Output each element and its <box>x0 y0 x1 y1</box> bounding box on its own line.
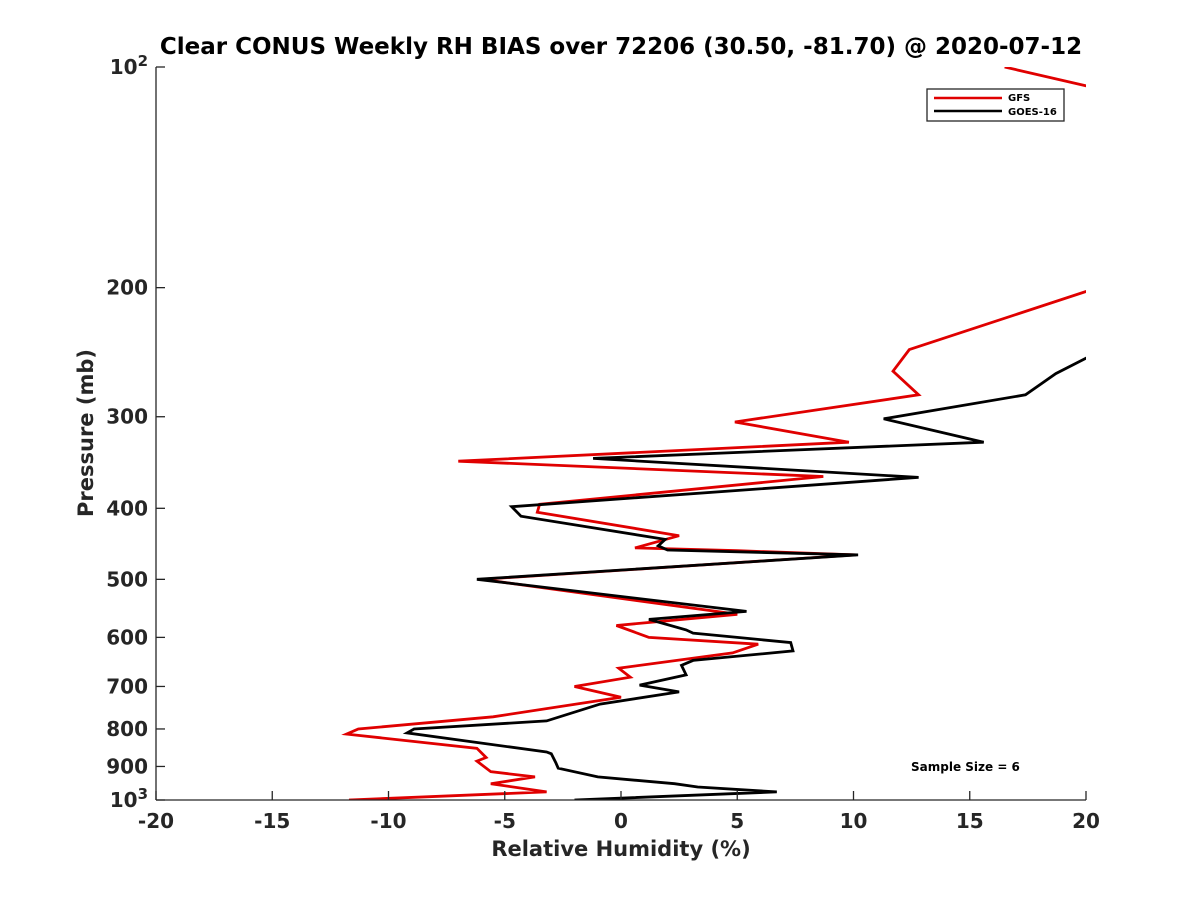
x-axis-label: Relative Humidity (%) <box>491 837 750 861</box>
y-tick-label: 103 <box>110 785 148 812</box>
y-tick-label: 500 <box>106 567 148 591</box>
x-tick-label: 5 <box>730 809 744 833</box>
legend-label-gfs: GFS <box>1008 93 1030 104</box>
y-tick-label: 900 <box>106 754 148 778</box>
legend-label-goes16: GOES-16 <box>1008 107 1057 118</box>
legend: GFS GOES-16 <box>926 88 1065 122</box>
y-tick-label: 700 <box>106 674 148 698</box>
series-line-gfs <box>341 67 1086 800</box>
x-tick-label: -5 <box>494 809 516 833</box>
chart-title: Clear CONUS Weekly RH BIAS over 72206 (3… <box>160 34 1082 60</box>
x-tick-label: -10 <box>370 809 406 833</box>
y-tick-label: 102 <box>110 52 148 79</box>
x-tick-label: 0 <box>614 809 628 833</box>
x-tick-label: 15 <box>956 809 984 833</box>
x-tick-label: -15 <box>254 809 290 833</box>
y-tick-label: 600 <box>106 625 148 649</box>
y-tick-label: 200 <box>106 276 148 300</box>
y-tick-label: 800 <box>106 717 148 741</box>
series-line-goes16 <box>402 356 1086 800</box>
x-ticks: -20 -15 -10 -5 0 5 10 15 20 <box>138 791 1100 833</box>
x-tick-label: 10 <box>840 809 868 833</box>
series-layer <box>341 67 1086 800</box>
y-tick-label: 400 <box>106 496 148 520</box>
y-tick-label: 300 <box>106 405 148 429</box>
plot-area: -20 -15 -10 -5 0 5 10 15 20 102 200 300 400 500 600 70… <box>106 52 1100 833</box>
x-tick-label: -20 <box>138 809 174 833</box>
y-axis-label: Pressure (mb) <box>74 349 98 517</box>
x-tick-label: 20 <box>1072 809 1100 833</box>
legend-box <box>926 88 1065 122</box>
sample-size-annotation: Sample Size = 6 <box>911 760 1020 774</box>
